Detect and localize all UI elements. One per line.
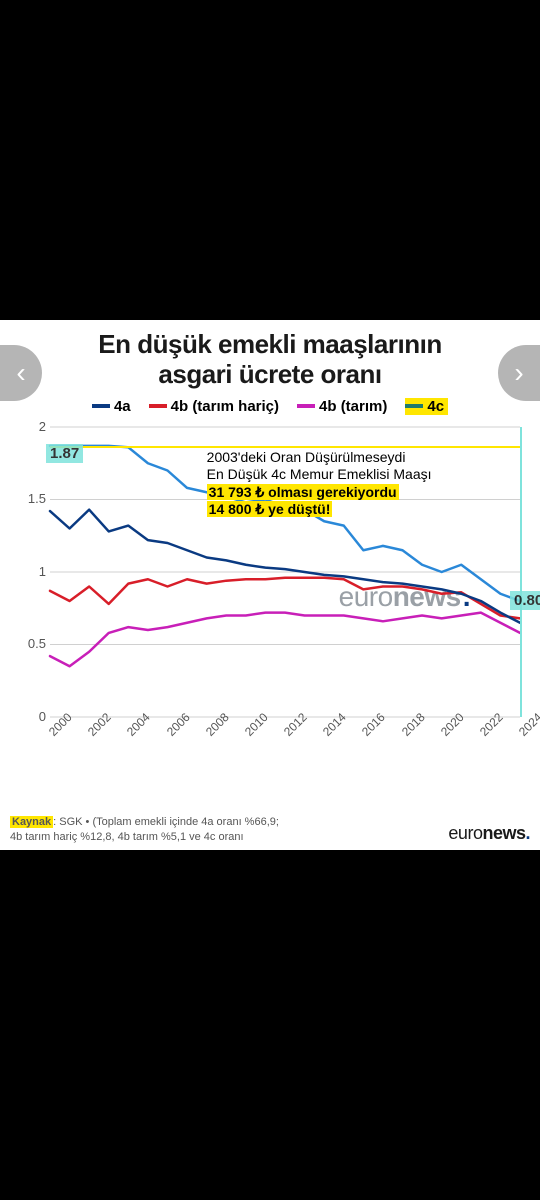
annotation-line1: 2003'deki Oran Düşürülmeseydi (207, 449, 406, 465)
callout-start-value: 1.87 (46, 444, 83, 463)
chart-title: En düşük emekli maaşlarının asgari ücret… (0, 320, 540, 390)
reference-line-1p87 (50, 446, 520, 448)
legend-item-4b-tarim: 4b (tarım) (297, 398, 387, 415)
legend-label-4b-tarim: 4b (tarım) (319, 398, 387, 415)
y-tick-label: 0 (18, 709, 46, 724)
legend-swatch-4c (405, 404, 423, 408)
footer-logo-dot-icon: . (525, 823, 530, 843)
footer-text1: : SGK • (Toplam emekli içinde 4a oranı %… (53, 816, 279, 828)
legend-label-4a: 4a (114, 398, 131, 415)
title-line1: En düşük emekli maaşlarının (98, 329, 441, 359)
footer-logo-news: news (482, 823, 525, 843)
chevron-left-icon: ‹ (16, 357, 25, 389)
legend-swatch-4a (92, 404, 110, 408)
chart-card: En düşük emekli maaşlarının asgari ücret… (0, 320, 540, 850)
callout-end-value: 0.80 (510, 591, 540, 610)
title-line2: asgari ücrete oranı (158, 359, 381, 389)
footer-logo-euro: euro (448, 823, 482, 843)
annotation-hl2: 14 800 ₺ ye düştü! (207, 501, 333, 517)
chart-legend: 4a 4b (tarım hariç) 4b (tarım) 4c (0, 398, 540, 415)
legend-item-4c: 4c (405, 398, 448, 415)
y-tick-label: 1 (18, 564, 46, 579)
annotation-hl1: 31 793 ₺ olması gerekiyordu (207, 484, 399, 500)
legend-item-4b-haric: 4b (tarım hariç) (149, 398, 279, 415)
legend-label-4b-haric: 4b (tarım hariç) (171, 398, 279, 415)
chart-plot-area: euronews. 00.511.52 20002002200420062008… (10, 421, 530, 781)
footer-logo: euronews. (448, 823, 530, 844)
reference-vline-2024 (520, 427, 522, 717)
y-tick-label: 0.5 (18, 636, 46, 651)
footer-kaynak-label: Kaynak (10, 816, 53, 828)
annotation-text: 2003'deki Oran Düşürülmeseydi En Düşük 4… (207, 449, 432, 519)
footer-text2: 4b tarım hariç %12,8, 4b tarım %5,1 ve 4… (10, 831, 244, 843)
y-tick-label: 2 (18, 419, 46, 434)
chevron-right-icon: › (514, 357, 523, 389)
legend-item-4a: 4a (92, 398, 131, 415)
legend-swatch-4b-tarim (297, 404, 315, 408)
y-tick-label: 1.5 (18, 491, 46, 506)
legend-label-4c: 4c (427, 398, 444, 415)
annotation-line2: En Düşük 4c Memur Emeklisi Maaşı (207, 466, 432, 482)
legend-swatch-4b-haric (149, 404, 167, 408)
